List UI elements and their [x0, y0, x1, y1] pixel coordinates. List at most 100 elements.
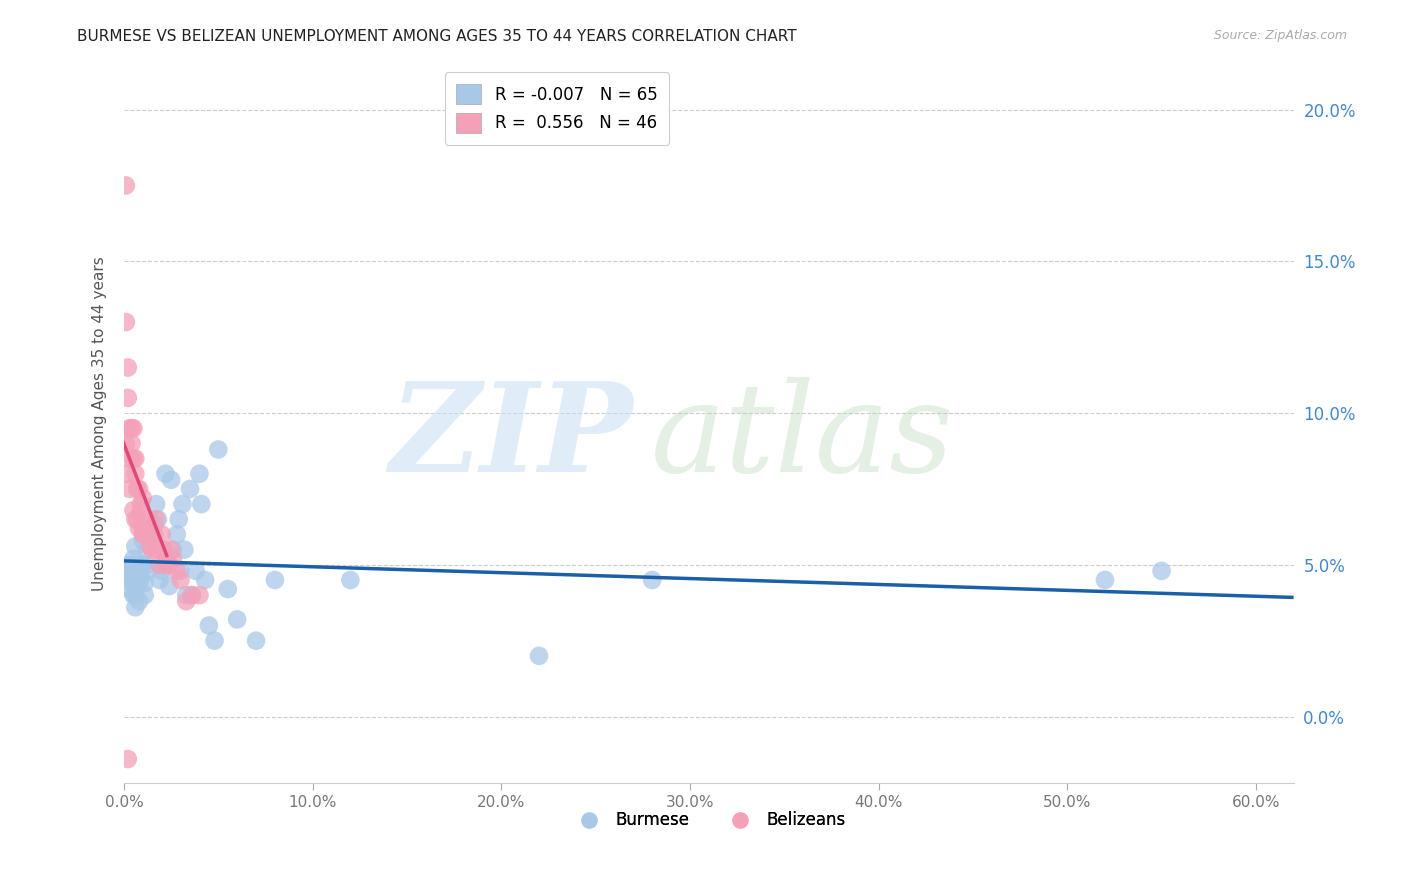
Point	[143, 527, 166, 541]
Point	[124, 564, 146, 578]
Point	[118, 570, 141, 584]
Point	[169, 573, 191, 587]
Point	[127, 564, 149, 578]
Point	[121, 576, 143, 591]
Point	[128, 482, 150, 496]
Point	[132, 558, 155, 572]
Point	[174, 594, 197, 608]
Point	[132, 521, 155, 535]
Point	[167, 512, 190, 526]
Point	[129, 570, 152, 584]
Point	[127, 512, 149, 526]
Point	[184, 564, 207, 578]
Point	[155, 558, 177, 572]
Point	[169, 564, 191, 578]
Point	[138, 512, 160, 526]
Point	[117, 467, 139, 481]
Point	[132, 491, 155, 505]
Point	[172, 497, 194, 511]
Point	[264, 573, 287, 587]
Point	[149, 573, 172, 587]
Point	[117, 360, 139, 375]
Point	[527, 648, 550, 663]
Point	[128, 576, 150, 591]
Point	[117, 558, 139, 572]
Point	[160, 542, 183, 557]
Point	[641, 573, 664, 587]
Text: BURMESE VS BELIZEAN UNEMPLOYMENT AMONG AGES 35 TO 44 YEARS CORRELATION CHART: BURMESE VS BELIZEAN UNEMPLOYMENT AMONG A…	[77, 29, 797, 44]
Point	[139, 527, 162, 541]
Point	[121, 436, 143, 450]
Point	[143, 518, 166, 533]
Point	[122, 451, 145, 466]
Point	[146, 542, 169, 557]
Point	[226, 612, 249, 626]
Point	[135, 558, 157, 572]
Point	[124, 512, 146, 526]
Y-axis label: Unemployment Among Ages 35 to 44 years: Unemployment Among Ages 35 to 44 years	[93, 256, 107, 591]
Point	[139, 540, 162, 554]
Point	[173, 542, 195, 557]
Point	[188, 588, 211, 602]
Text: atlas: atlas	[651, 377, 953, 499]
Point	[134, 588, 156, 602]
Point	[115, 564, 138, 578]
Point	[128, 521, 150, 535]
Point	[162, 542, 184, 557]
Point	[118, 482, 141, 496]
Point	[152, 542, 174, 557]
Legend: Burmese, Belizeans: Burmese, Belizeans	[565, 805, 852, 836]
Point	[115, 178, 138, 193]
Point	[135, 542, 157, 557]
Point	[124, 451, 146, 466]
Point	[129, 558, 152, 572]
Point	[135, 521, 157, 535]
Point	[157, 579, 180, 593]
Point	[115, 436, 138, 450]
Point	[122, 421, 145, 435]
Point	[339, 573, 361, 587]
Point	[149, 558, 172, 572]
Point	[157, 558, 180, 572]
Point	[180, 588, 202, 602]
Point	[162, 551, 184, 566]
Point	[115, 315, 138, 329]
Point	[122, 503, 145, 517]
Point	[132, 533, 155, 548]
Point	[1094, 573, 1116, 587]
Point	[128, 594, 150, 608]
Point	[1150, 564, 1173, 578]
Point	[122, 588, 145, 602]
Point	[124, 540, 146, 554]
Point	[129, 497, 152, 511]
Point	[152, 558, 174, 572]
Point	[194, 573, 217, 587]
Point	[129, 503, 152, 517]
Point	[166, 527, 188, 541]
Point	[198, 618, 221, 632]
Point	[179, 482, 201, 496]
Point	[141, 542, 163, 557]
Point	[174, 588, 197, 602]
Point	[138, 564, 160, 578]
Point	[150, 527, 173, 541]
Point	[124, 600, 146, 615]
Point	[122, 551, 145, 566]
Point	[156, 551, 179, 566]
Point	[121, 558, 143, 572]
Point	[118, 421, 141, 435]
Text: Source: ZipAtlas.com: Source: ZipAtlas.com	[1213, 29, 1347, 42]
Point	[134, 527, 156, 541]
Point	[180, 588, 202, 602]
Point	[190, 497, 212, 511]
Point	[166, 564, 188, 578]
Point	[155, 467, 177, 481]
Point	[217, 582, 239, 596]
Point	[117, 752, 139, 766]
Text: ZIP: ZIP	[389, 377, 633, 499]
Point	[145, 512, 167, 526]
Point	[145, 497, 167, 511]
Point	[122, 576, 145, 591]
Point	[118, 582, 141, 596]
Point	[121, 421, 143, 435]
